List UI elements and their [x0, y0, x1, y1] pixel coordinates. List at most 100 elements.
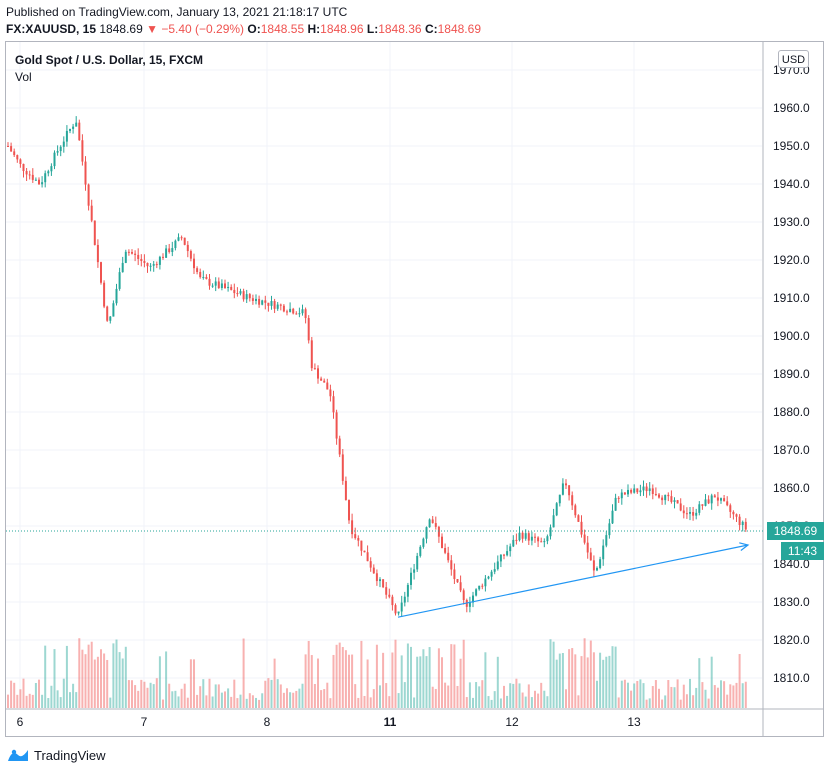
volume-bar: [19, 689, 22, 708]
volume-bar: [475, 682, 478, 708]
volume-bar: [558, 653, 561, 708]
candle-body: [165, 248, 168, 258]
currency-badge[interactable]: USD: [778, 50, 809, 68]
candle-body: [251, 298, 254, 301]
candle-body: [96, 244, 99, 263]
volume-bar: [447, 685, 450, 708]
candle-body: [561, 483, 564, 495]
candle-body: [648, 488, 651, 492]
candle-body: [152, 264, 155, 266]
price-tick-label: 1880.0: [773, 405, 810, 419]
chart-frame[interactable]: [5, 41, 824, 737]
brand[interactable]: TradingView: [6, 745, 106, 765]
volume-bar: [524, 696, 527, 708]
candle-body: [596, 567, 598, 571]
candle-body: [317, 368, 319, 379]
candle-body: [158, 256, 161, 265]
volume-bar: [366, 659, 369, 708]
candle-body: [360, 540, 363, 551]
volume-bar: [162, 699, 164, 708]
volume-bar: [732, 685, 735, 708]
candle-body: [38, 179, 40, 185]
legend-volume[interactable]: Vol: [15, 70, 32, 84]
candle-body: [304, 309, 307, 319]
candle-body: [326, 382, 329, 390]
volume-bar: [509, 683, 512, 708]
candle-body: [713, 495, 716, 498]
volume-bar: [540, 682, 543, 708]
candle-body: [202, 277, 205, 279]
candle-body: [103, 282, 106, 307]
candle-body: [611, 510, 614, 524]
volume-bar: [267, 678, 270, 708]
candle-body: [72, 126, 75, 129]
volume-bar: [608, 655, 611, 708]
volume-bar: [496, 656, 499, 708]
volume-bar: [189, 659, 192, 708]
volume-bar: [530, 697, 533, 708]
volume-bar: [261, 693, 264, 708]
volume-bar: [220, 692, 223, 708]
published-line: Published on TradingView.com, January 13…: [6, 5, 348, 19]
candle-body: [540, 541, 543, 543]
candle-body: [388, 594, 391, 597]
candle-body: [605, 535, 608, 546]
volume-bar: [645, 699, 648, 708]
candle-body: [490, 571, 493, 577]
candle-body: [65, 130, 68, 142]
volume-bar: [518, 683, 521, 708]
candle-body: [676, 500, 679, 504]
trendline[interactable]: [397, 544, 749, 618]
volume-bar: [326, 682, 329, 708]
volume-bar: [400, 655, 403, 708]
countdown-tag: 11:43: [781, 542, 824, 560]
candle-body: [552, 515, 555, 528]
volume-bar: [602, 659, 605, 708]
candle-body: [366, 552, 369, 562]
candle-body: [93, 220, 96, 245]
candle-body: [614, 497, 617, 511]
candle-body: [658, 494, 660, 498]
candle-body: [682, 510, 685, 514]
candle-body: [462, 590, 465, 601]
brand-name: TradingView: [34, 747, 106, 763]
volume-bar: [456, 685, 459, 708]
candle-body: [171, 248, 174, 253]
candle-body: [738, 516, 741, 526]
volume-bar: [546, 696, 549, 708]
candle-body: [453, 569, 456, 580]
candle-body: [44, 173, 47, 183]
volume-bar: [335, 644, 338, 708]
time-tick-label: 12: [505, 715, 519, 729]
candle-body: [186, 244, 189, 252]
time-tick-label: 13: [627, 715, 641, 729]
candle-body: [248, 294, 251, 299]
volume-bar: [251, 695, 254, 708]
volume-bar: [72, 683, 75, 708]
volume-bar: [493, 691, 496, 708]
volume-bar: [577, 695, 580, 708]
volume-bar: [397, 693, 400, 708]
volume-bar: [193, 659, 195, 708]
volume-bar: [351, 654, 354, 708]
candle-body: [670, 496, 673, 502]
legend-title[interactable]: Gold Spot / U.S. Dollar, 15, FXCM: [15, 53, 204, 67]
candle-body: [651, 488, 654, 494]
candle-body: [558, 494, 561, 504]
price-tick-label: 1950.0: [773, 139, 810, 153]
volume-bar: [146, 687, 149, 708]
candle-body: [134, 253, 137, 255]
candle-body: [627, 489, 629, 495]
candle-body: [375, 573, 378, 582]
candle-body: [335, 412, 338, 439]
tradingview-logo-icon: [8, 749, 28, 761]
volume-bar: [44, 645, 47, 708]
volume-bar: [565, 689, 567, 708]
candle-body: [174, 240, 177, 249]
candle-body: [236, 293, 239, 295]
candle-body: [267, 302, 270, 306]
volume-bar: [682, 684, 685, 708]
volume-bar: [270, 679, 273, 708]
volume-bar: [580, 656, 583, 708]
